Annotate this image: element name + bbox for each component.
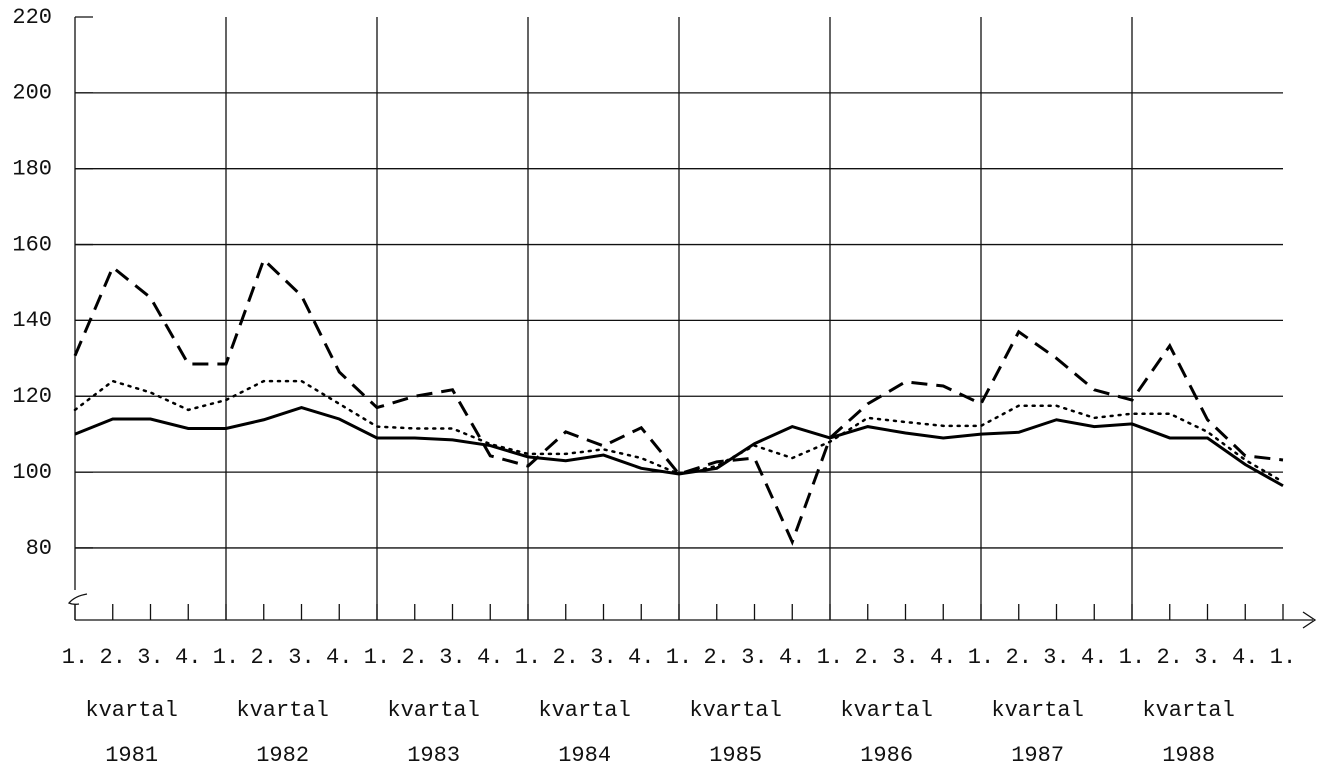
axis-break: [67, 593, 88, 605]
series-line: [73, 257, 1284, 546]
group-year: 1981: [105, 743, 158, 768]
x-tick-label: 1.: [515, 645, 541, 670]
group-label: kvartal: [840, 698, 932, 723]
x-axis: [75, 611, 1317, 629]
group-year: 1984: [558, 743, 611, 768]
x-tick-label: 3.: [137, 645, 163, 670]
x-tick-label: 4.: [326, 645, 352, 670]
x-tick-label: 4.: [930, 645, 956, 670]
group-year: 1985: [709, 743, 762, 768]
x-tick-label: 2.: [1157, 645, 1183, 670]
y-tick-label: 200: [12, 81, 52, 106]
x-tick-label: 2.: [402, 645, 428, 670]
x-tick-label: 2.: [704, 645, 730, 670]
group-label: kvartal: [689, 698, 781, 723]
x-tick-label: 4.: [628, 645, 654, 670]
x-tick-label: 1.: [1119, 645, 1145, 670]
series-line: [73, 379, 1285, 484]
x-tick-label: 1.: [62, 645, 88, 670]
y-tick-label: 80: [26, 536, 52, 561]
x-tick-label: 1.: [817, 645, 843, 670]
group-year: 1988: [1162, 743, 1215, 768]
y-tick-label: 220: [12, 5, 52, 30]
group-label: kvartal: [85, 698, 177, 723]
x-tick-label: 3.: [1043, 645, 1069, 670]
group-label: kvartal: [387, 698, 479, 723]
x-tick-label: 1.: [364, 645, 390, 670]
x-tick-label: 2.: [1006, 645, 1032, 670]
x-tick-label: 4.: [175, 645, 201, 670]
x-tick-label: 3.: [288, 645, 314, 670]
y-tick-label: 100: [12, 460, 52, 485]
group-year: 1986: [860, 743, 913, 768]
x-tick-label: 1.: [213, 645, 239, 670]
x-tick-label: 3.: [1194, 645, 1220, 670]
y-tick-label: 140: [12, 308, 52, 333]
series-line: [74, 406, 1284, 488]
group-label: kvartal: [538, 698, 630, 723]
x-tick-label: 4.: [779, 645, 805, 670]
x-tick-label: 3.: [439, 645, 465, 670]
group-label: kvartal: [236, 698, 328, 723]
x-tick-label: 2.: [251, 645, 277, 670]
x-tick-label: 1.: [968, 645, 994, 670]
x-tick-label: 2.: [100, 645, 126, 670]
x-tick-label: 1.: [1270, 645, 1296, 670]
x-tick-label: 4.: [1081, 645, 1107, 670]
x-tick-label: 2.: [553, 645, 579, 670]
y-tick-label: 160: [12, 232, 52, 257]
x-tick-label: 1.: [666, 645, 692, 670]
group-year: 1987: [1011, 743, 1064, 768]
x-tick-label: 3.: [590, 645, 616, 670]
x-tick-label: 4.: [477, 645, 503, 670]
group-label: kvartal: [991, 698, 1083, 723]
x-tick-label: 3.: [741, 645, 767, 670]
x-tick-label: 2.: [855, 645, 881, 670]
group-year: 1982: [256, 743, 309, 768]
y-tick-label: 120: [12, 384, 52, 409]
group-label: kvartal: [1142, 698, 1234, 723]
x-tick-label: 3.: [892, 645, 918, 670]
y-tick-label: 180: [12, 157, 52, 182]
x-tick-label: 4.: [1232, 645, 1258, 670]
group-year: 1983: [407, 743, 460, 768]
